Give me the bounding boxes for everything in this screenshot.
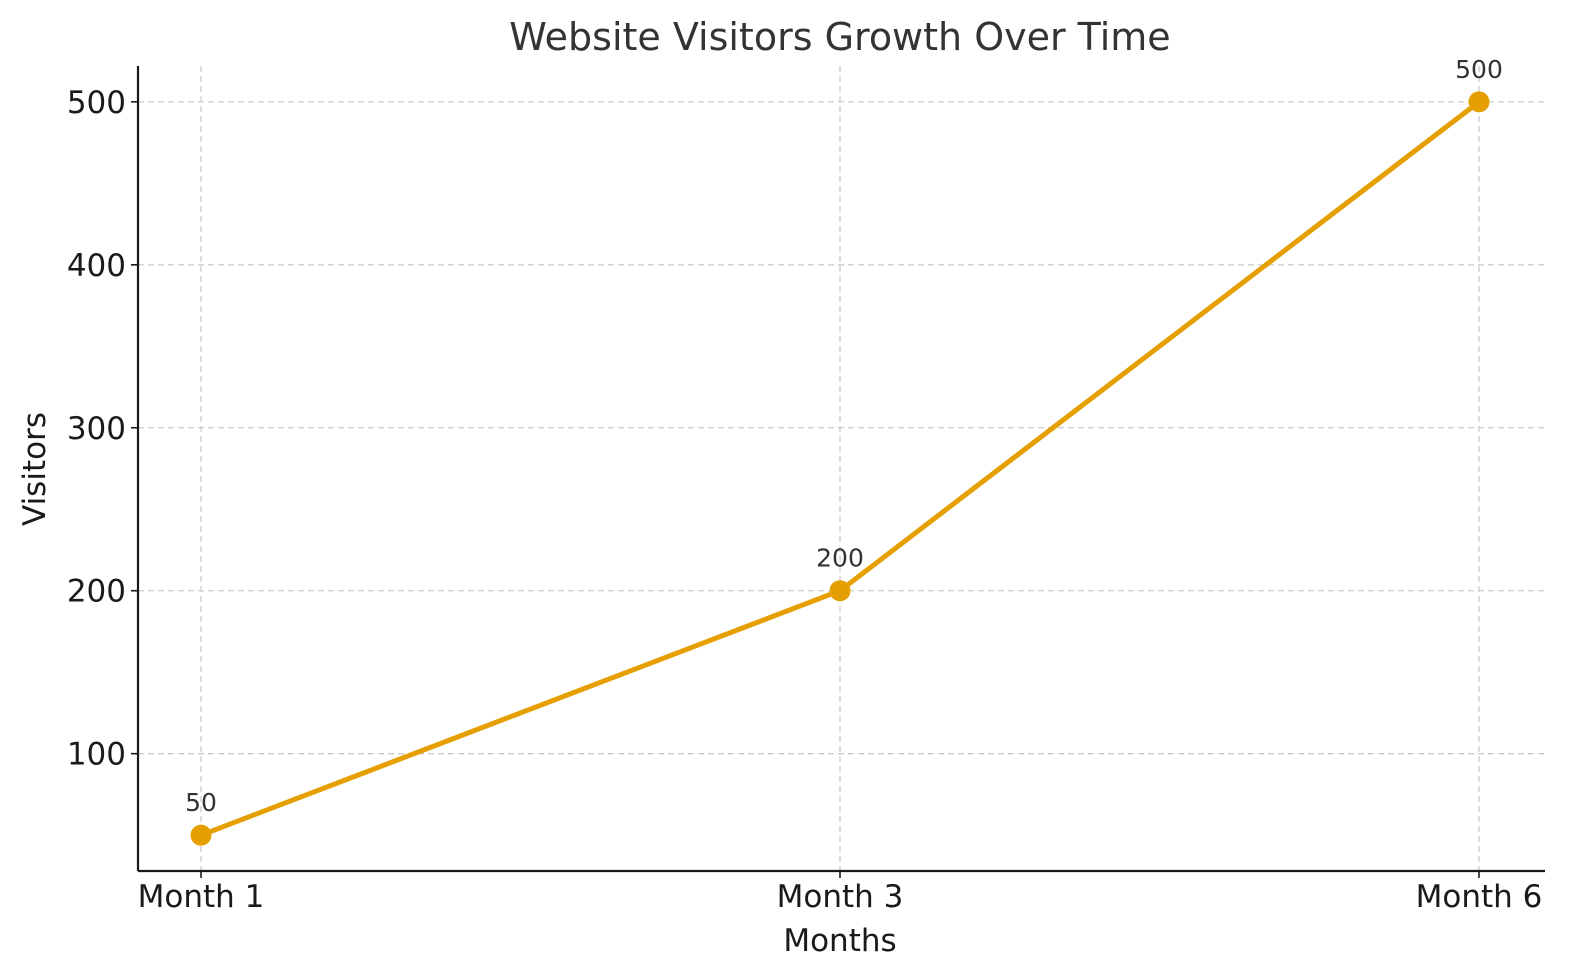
x-axis-ticks: Month 1 Month 3 Month 6 <box>138 871 1543 915</box>
data-label: 200 <box>816 544 864 573</box>
series-layer <box>190 91 1490 846</box>
y-axis-label: Visitors <box>17 412 53 526</box>
data-label: 50 <box>185 788 217 817</box>
x-tick-label: Month 6 <box>1416 879 1543 915</box>
x-tick-label: Month 1 <box>138 879 265 915</box>
y-tick-label: 500 <box>67 85 126 121</box>
x-tick-label: Month 3 <box>777 879 904 915</box>
y-tick-label: 300 <box>67 411 126 447</box>
grid <box>138 66 1545 871</box>
y-axis-ticks: 100 200 300 400 500 <box>67 85 138 773</box>
y-tick-label: 100 <box>67 737 126 773</box>
x-axis-label: Months <box>783 923 896 959</box>
y-tick-label: 200 <box>67 574 126 610</box>
data-point <box>829 580 851 602</box>
y-tick-label: 400 <box>67 248 126 284</box>
chart-title: Website Visitors Growth Over Time <box>509 15 1170 59</box>
data-point <box>190 824 212 846</box>
data-labels: 50 200 500 <box>185 55 1503 817</box>
data-label: 500 <box>1455 55 1503 84</box>
data-point <box>1468 91 1490 113</box>
